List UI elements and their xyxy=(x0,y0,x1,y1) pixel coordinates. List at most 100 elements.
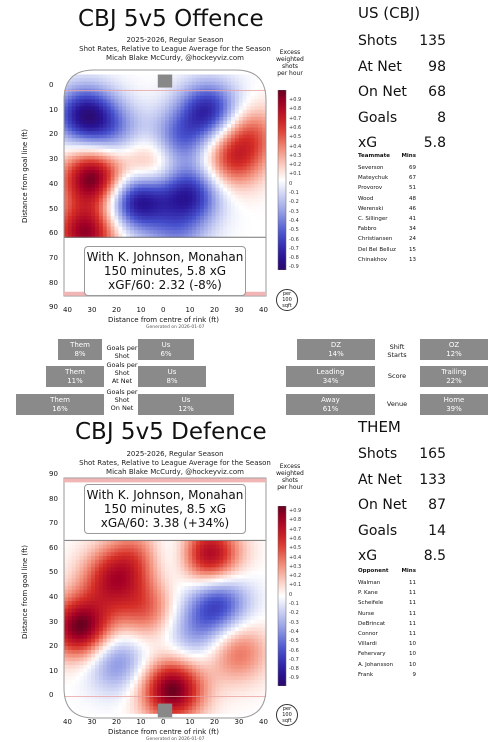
heat-cell xyxy=(215,191,220,196)
heat-cell xyxy=(161,116,166,122)
heat-cell xyxy=(176,152,182,157)
heat-cell xyxy=(180,698,186,703)
heat-cell xyxy=(242,184,248,189)
heat-cell xyxy=(67,201,73,207)
heat-cell xyxy=(79,74,85,79)
heat-cell xyxy=(184,623,189,628)
heat-cell xyxy=(242,668,248,673)
heat-cell xyxy=(64,194,69,199)
heat-cell xyxy=(106,124,112,129)
heat-cell xyxy=(137,660,143,665)
heat-cell xyxy=(192,709,197,714)
heat-cell xyxy=(203,585,209,590)
heat-cell xyxy=(180,611,186,617)
heat-cell xyxy=(145,78,151,83)
heat-cell xyxy=(67,81,73,86)
heat-cell xyxy=(106,198,112,203)
heat-cell xyxy=(176,555,182,560)
heat-cell xyxy=(215,570,220,575)
heat-cell xyxy=(231,205,236,210)
heat-cell xyxy=(98,127,104,132)
heat-cell xyxy=(83,187,88,192)
heat-cell xyxy=(192,562,197,568)
heat-cell xyxy=(110,551,116,557)
defence-subtitle-line: 2025-2026, Regular Season xyxy=(126,450,224,458)
heat-cell xyxy=(238,705,244,711)
table-row-name: Severson xyxy=(358,165,384,171)
heat-cell xyxy=(95,566,100,572)
heat-cell xyxy=(83,219,88,224)
heat-cell xyxy=(168,208,174,214)
heat-cell xyxy=(199,671,205,677)
heat-cell xyxy=(196,191,201,196)
heat-cell xyxy=(67,544,73,549)
heat-cell xyxy=(219,173,224,178)
heat-cell xyxy=(219,675,224,680)
heat-cell xyxy=(67,701,73,707)
heat-cell xyxy=(172,223,178,228)
heat-cell xyxy=(184,177,189,182)
heat-cell xyxy=(211,216,217,221)
heat-cell xyxy=(79,619,85,624)
heat-cell xyxy=(262,212,266,217)
heat-cell xyxy=(106,208,112,214)
heat-cell xyxy=(141,653,147,658)
heat-cell xyxy=(254,233,259,238)
table-row-mins: 46 xyxy=(409,205,416,212)
heat-cell xyxy=(161,615,166,620)
heat-cell xyxy=(250,198,255,203)
heat-cell xyxy=(126,187,131,192)
heat-cell xyxy=(67,604,73,609)
heat-cell xyxy=(184,223,189,228)
heat-cell xyxy=(133,216,139,221)
heat-cell xyxy=(215,184,220,189)
x-tick-label: 20 xyxy=(210,718,219,726)
heat-cell xyxy=(238,641,244,647)
heat-cell xyxy=(110,177,116,182)
heat-cell xyxy=(238,551,244,557)
heat-cell xyxy=(122,547,127,553)
heat-cell xyxy=(83,566,88,572)
heat-cell xyxy=(64,709,69,714)
heat-cell xyxy=(98,619,104,624)
heat-cell xyxy=(223,145,228,150)
heat-cell xyxy=(153,656,158,662)
heat-cell xyxy=(83,109,88,115)
heat-cell xyxy=(211,223,217,228)
heat-cell xyxy=(165,216,170,221)
heat-cell xyxy=(79,649,85,654)
heat-cell xyxy=(98,180,104,185)
heat-cell xyxy=(254,701,259,707)
heat-cell xyxy=(157,95,162,100)
heat-cell xyxy=(102,611,108,617)
heat-cell xyxy=(231,577,236,583)
heat-cell xyxy=(153,671,158,677)
heat-cell xyxy=(196,585,201,590)
heat-cell xyxy=(196,233,201,238)
heat-cell xyxy=(98,656,104,662)
heat-cell xyxy=(172,562,178,568)
heat-cell xyxy=(238,85,244,90)
heat-cell xyxy=(114,653,119,658)
heat-cell xyxy=(246,596,252,602)
heat-cell xyxy=(71,138,77,143)
heat-cell xyxy=(91,690,96,696)
heat-cell xyxy=(149,201,154,207)
heat-cell xyxy=(165,589,170,594)
heat-cell xyxy=(219,562,224,568)
colorbar-tick-label: +0.4 xyxy=(289,143,302,150)
heat-cell xyxy=(157,198,162,203)
heat-cell xyxy=(98,120,104,125)
heat-cell xyxy=(192,127,197,132)
heat-cell xyxy=(87,544,92,549)
heat-cell xyxy=(133,547,139,553)
heat-cell xyxy=(106,162,112,168)
heat-cell xyxy=(118,173,123,178)
heat-cell xyxy=(262,592,266,598)
heat-cell xyxy=(165,233,170,238)
heat-cell xyxy=(250,649,255,654)
heat-cell xyxy=(114,638,119,643)
heat-cell xyxy=(246,155,252,161)
heat-cell xyxy=(238,127,244,132)
heat-cell xyxy=(102,581,108,587)
